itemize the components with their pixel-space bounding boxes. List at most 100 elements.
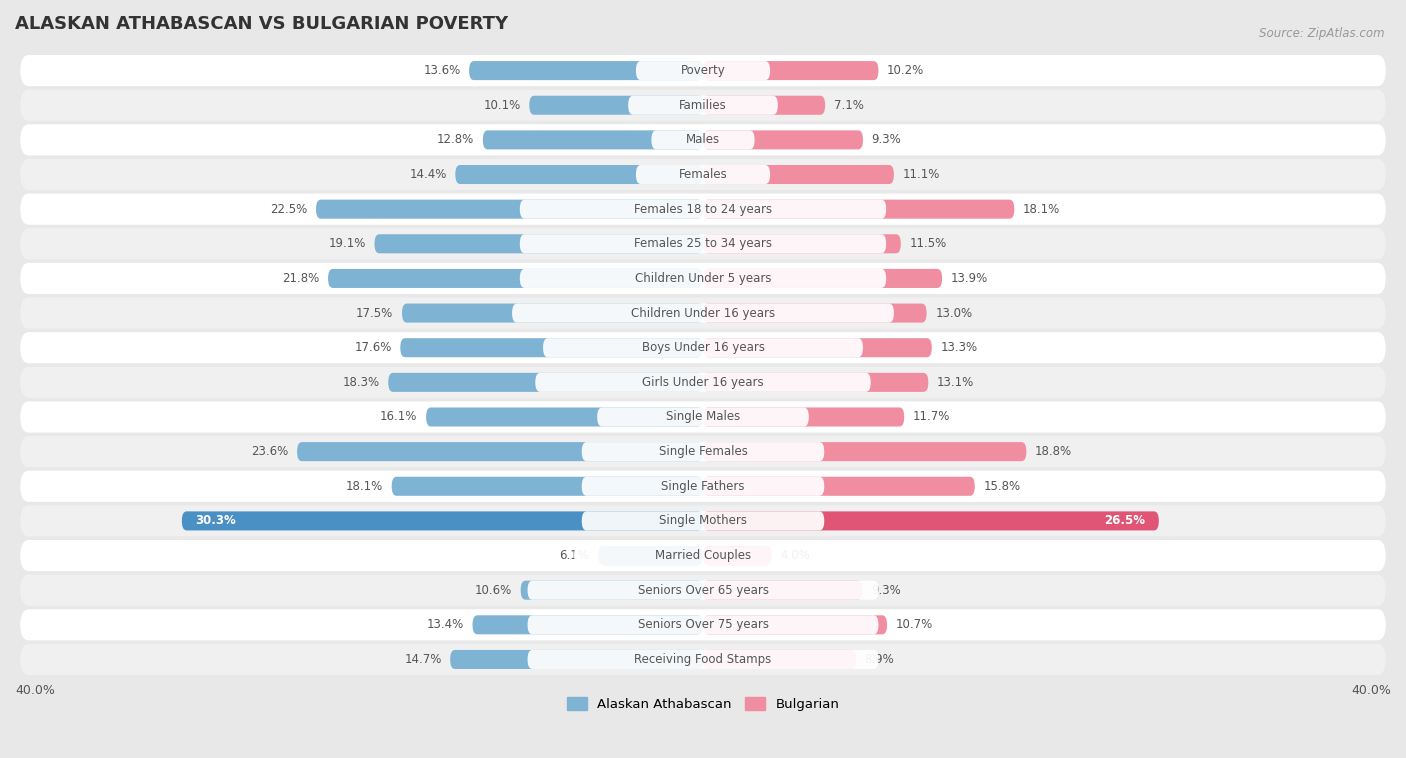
FancyBboxPatch shape (636, 165, 770, 184)
Text: 12.8%: 12.8% (437, 133, 474, 146)
Text: Single Males: Single Males (666, 411, 740, 424)
FancyBboxPatch shape (703, 615, 887, 634)
FancyBboxPatch shape (328, 269, 703, 288)
FancyBboxPatch shape (527, 581, 879, 600)
Text: 13.9%: 13.9% (950, 272, 988, 285)
FancyBboxPatch shape (20, 159, 1386, 190)
Text: 10.7%: 10.7% (896, 619, 934, 631)
Text: Children Under 5 years: Children Under 5 years (634, 272, 772, 285)
Text: 13.3%: 13.3% (941, 341, 977, 354)
Text: Children Under 16 years: Children Under 16 years (631, 306, 775, 320)
FancyBboxPatch shape (520, 269, 886, 288)
FancyBboxPatch shape (703, 408, 904, 427)
FancyBboxPatch shape (543, 338, 863, 357)
FancyBboxPatch shape (703, 477, 974, 496)
Text: 18.8%: 18.8% (1035, 445, 1073, 458)
Text: 13.4%: 13.4% (426, 619, 464, 631)
FancyBboxPatch shape (703, 96, 825, 114)
Text: 19.1%: 19.1% (329, 237, 366, 250)
FancyBboxPatch shape (703, 303, 927, 323)
FancyBboxPatch shape (574, 546, 832, 565)
Text: 16.1%: 16.1% (380, 411, 418, 424)
FancyBboxPatch shape (374, 234, 703, 253)
Text: Married Couples: Married Couples (655, 549, 751, 562)
FancyBboxPatch shape (636, 61, 770, 80)
FancyBboxPatch shape (703, 650, 856, 669)
FancyBboxPatch shape (527, 615, 879, 634)
Text: 10.6%: 10.6% (475, 584, 512, 597)
FancyBboxPatch shape (703, 269, 942, 288)
FancyBboxPatch shape (536, 373, 870, 392)
Text: 10.2%: 10.2% (887, 64, 924, 77)
FancyBboxPatch shape (20, 609, 1386, 641)
FancyBboxPatch shape (316, 199, 703, 218)
FancyBboxPatch shape (450, 650, 703, 669)
FancyBboxPatch shape (297, 442, 703, 461)
FancyBboxPatch shape (703, 546, 772, 565)
FancyBboxPatch shape (401, 338, 703, 357)
Text: Seniors Over 65 years: Seniors Over 65 years (637, 584, 769, 597)
FancyBboxPatch shape (703, 373, 928, 392)
Text: 9.3%: 9.3% (872, 584, 901, 597)
FancyBboxPatch shape (20, 263, 1386, 294)
Text: 22.5%: 22.5% (270, 202, 308, 216)
FancyBboxPatch shape (703, 234, 901, 253)
FancyBboxPatch shape (20, 297, 1386, 329)
Text: 40.0%: 40.0% (1351, 684, 1391, 697)
FancyBboxPatch shape (392, 477, 703, 496)
Text: 10.1%: 10.1% (484, 99, 520, 111)
FancyBboxPatch shape (20, 575, 1386, 606)
FancyBboxPatch shape (703, 338, 932, 357)
Text: 14.7%: 14.7% (404, 653, 441, 666)
FancyBboxPatch shape (628, 96, 778, 114)
Text: Males: Males (686, 133, 720, 146)
FancyBboxPatch shape (20, 89, 1386, 121)
FancyBboxPatch shape (520, 234, 886, 253)
Text: 11.1%: 11.1% (903, 168, 939, 181)
Text: 40.0%: 40.0% (15, 684, 55, 697)
Text: 21.8%: 21.8% (283, 272, 319, 285)
FancyBboxPatch shape (703, 130, 863, 149)
Text: Single Mothers: Single Mothers (659, 515, 747, 528)
FancyBboxPatch shape (520, 199, 886, 218)
Text: 17.5%: 17.5% (356, 306, 394, 320)
FancyBboxPatch shape (181, 512, 703, 531)
Text: Source: ZipAtlas.com: Source: ZipAtlas.com (1260, 27, 1385, 39)
FancyBboxPatch shape (582, 442, 824, 461)
Text: 23.6%: 23.6% (252, 445, 288, 458)
FancyBboxPatch shape (470, 61, 703, 80)
Text: Poverty: Poverty (681, 64, 725, 77)
Text: 18.3%: 18.3% (343, 376, 380, 389)
FancyBboxPatch shape (651, 130, 755, 149)
Text: 15.8%: 15.8% (983, 480, 1021, 493)
FancyBboxPatch shape (482, 130, 703, 149)
Text: Receiving Food Stamps: Receiving Food Stamps (634, 653, 772, 666)
FancyBboxPatch shape (20, 506, 1386, 537)
Text: 18.1%: 18.1% (1024, 202, 1060, 216)
FancyBboxPatch shape (527, 650, 879, 669)
FancyBboxPatch shape (20, 471, 1386, 502)
FancyBboxPatch shape (20, 193, 1386, 224)
FancyBboxPatch shape (20, 436, 1386, 467)
Text: 11.7%: 11.7% (912, 411, 950, 424)
FancyBboxPatch shape (426, 408, 703, 427)
Text: Seniors Over 75 years: Seniors Over 75 years (637, 619, 769, 631)
Text: 7.1%: 7.1% (834, 99, 863, 111)
FancyBboxPatch shape (598, 546, 703, 565)
FancyBboxPatch shape (20, 228, 1386, 259)
Text: 8.9%: 8.9% (865, 653, 894, 666)
FancyBboxPatch shape (703, 442, 1026, 461)
Text: 13.6%: 13.6% (423, 64, 461, 77)
FancyBboxPatch shape (703, 61, 879, 80)
Text: 26.5%: 26.5% (1104, 515, 1144, 528)
FancyBboxPatch shape (456, 165, 703, 184)
FancyBboxPatch shape (402, 303, 703, 323)
FancyBboxPatch shape (20, 124, 1386, 155)
FancyBboxPatch shape (582, 512, 824, 531)
Text: Families: Families (679, 99, 727, 111)
FancyBboxPatch shape (598, 408, 808, 427)
FancyBboxPatch shape (582, 477, 824, 496)
Text: Single Females: Single Females (658, 445, 748, 458)
Text: 9.3%: 9.3% (872, 133, 901, 146)
FancyBboxPatch shape (20, 367, 1386, 398)
